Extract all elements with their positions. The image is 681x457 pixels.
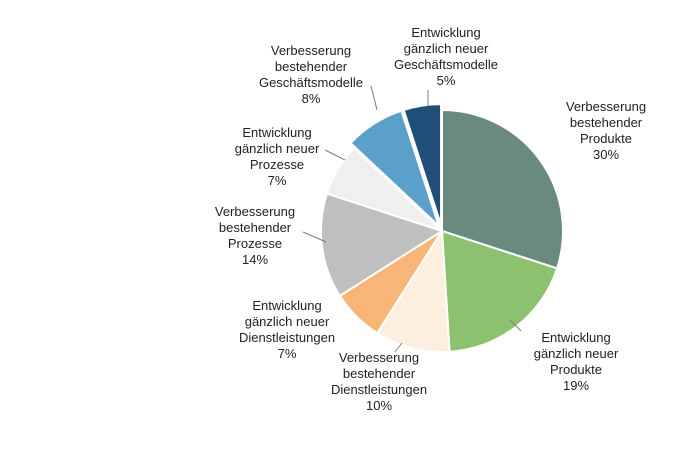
slice-label-line: bestehender [275, 59, 348, 74]
slice-label-line: Entwicklung [541, 330, 610, 345]
slice-label-line: Dienstleistungen [331, 382, 427, 397]
slice-label-line: bestehender [570, 115, 643, 130]
slice-label-line: Entwicklung [252, 298, 321, 313]
slice-label-line: Geschäftsmodelle [394, 57, 498, 72]
slice-label-line: bestehender [219, 220, 292, 235]
slice-label-line: Produkte [580, 131, 632, 146]
leader-line-2 [509, 319, 522, 332]
leader-line-3 [394, 342, 403, 353]
pie-slice-7 [349, 109, 440, 227]
slice-value-label: 5% [437, 73, 456, 88]
slice-label-line: Dienstleistungen [239, 330, 335, 345]
slice-label-2: Entwicklung gänzlich neuer Produkte 19% [534, 330, 619, 393]
pie-slice-8 [402, 103, 443, 226]
pie-slice-5 [320, 192, 445, 298]
slice-label-line: Geschäftsmodelle [259, 75, 363, 90]
slice-value-label: 7% [278, 346, 297, 361]
slice-value-label: 30% [593, 147, 619, 162]
slice-label-6: Entwicklung gänzlich neuer Prozesse 7% [235, 125, 320, 188]
slice-label-line: gänzlich neuer [235, 141, 320, 156]
slice-label-5: Verbesserung bestehender Prozesse 14% [215, 204, 295, 267]
slice-label-line: Prozesse [250, 157, 304, 172]
leader-line-5 [302, 231, 327, 243]
slice-value-label: 7% [268, 173, 287, 188]
pie-slice-3 [375, 227, 451, 353]
slice-label-1: Verbesserung bestehender Produkte 30% [566, 99, 646, 162]
slice-label-3: Verbesserung bestehender Dienstleistungen 1… [331, 350, 427, 413]
slice-label-line: bestehender [343, 366, 416, 381]
slice-value-label: 14% [242, 252, 268, 267]
slice-label-line: Verbesserung [566, 99, 646, 114]
slice-labels: Verbesserung bestehender Produkte 30%Entwic… [215, 25, 646, 413]
leader-line-6 [324, 149, 346, 161]
slice-label-line: gänzlich neuer [534, 346, 619, 361]
slice-label-line: gänzlich neuer [404, 41, 489, 56]
slice-label-line: gänzlich neuer [245, 314, 330, 329]
slice-label-4: Entwicklung gänzlich neuer Dienstleistunge… [239, 298, 335, 361]
slice-label-line: Verbesserung [339, 350, 419, 365]
pie-slice-6 [325, 146, 443, 232]
slice-label-line: Verbesserung [215, 204, 295, 219]
slice-value-label: 10% [366, 398, 392, 413]
pie-slice-1 [441, 108, 564, 270]
slice-label-8: Entwicklung gänzlich neuer Geschäftsmodell… [394, 25, 498, 88]
slice-label-7: Verbesserung bestehender Geschäftsmodelle 8… [259, 43, 363, 106]
leader-line-7 [370, 85, 378, 111]
pie-slices [320, 103, 564, 353]
slice-value-label: 19% [563, 378, 589, 393]
slice-value-label: 8% [302, 91, 321, 106]
slice-label-line: Prozesse [228, 236, 282, 251]
slice-label-line: Verbesserung [271, 43, 351, 58]
slice-label-line: Produkte [550, 362, 602, 377]
slice-label-line: Entwicklung [242, 125, 311, 140]
slice-label-line: Entwicklung [411, 25, 480, 40]
leader-lines [302, 85, 522, 353]
